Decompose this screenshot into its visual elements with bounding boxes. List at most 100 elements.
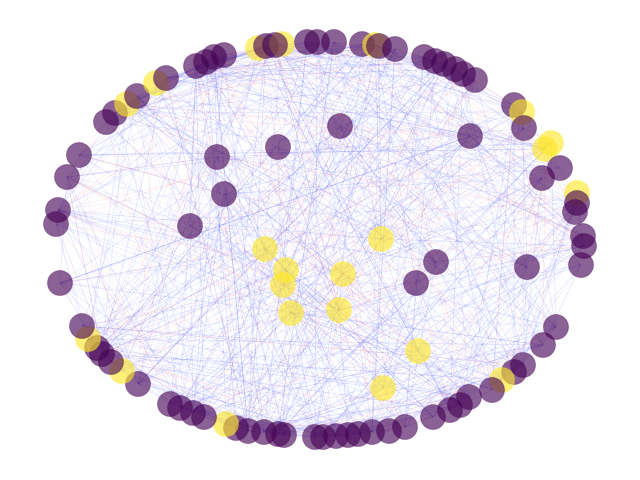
- graph-edge: [101, 148, 546, 355]
- graph-edge: [435, 142, 552, 263]
- graph-edge: [223, 167, 561, 195]
- graph-edge: [96, 111, 523, 349]
- graph-edge: [189, 65, 197, 227]
- graph-edge: [57, 209, 437, 263]
- graph-edge: [423, 56, 493, 391]
- graph-edge: [179, 47, 259, 409]
- graph-edge: [247, 248, 266, 432]
- graph-edge: [216, 156, 266, 250]
- graph-edge: [265, 45, 546, 150]
- graph-edge: [378, 45, 582, 266]
- graph-edge: [382, 282, 417, 389]
- graph-edge: [155, 82, 316, 438]
- graph-edge: [388, 56, 425, 432]
- graph-edge: [274, 44, 544, 346]
- graph-edge: [263, 177, 543, 433]
- graph-edge: [101, 47, 259, 355]
- graph-edge: [316, 41, 557, 328]
- graph-edge: [338, 264, 582, 311]
- graph-edge: [264, 248, 515, 373]
- graph-edge: [277, 104, 515, 148]
- graph-edge: [195, 65, 287, 271]
- graph-edge: [235, 202, 578, 429]
- graph-edge: [513, 202, 578, 373]
- graph-node-yellow: [538, 130, 564, 156]
- graph-edge: [114, 111, 523, 114]
- graph-edge: [316, 41, 584, 237]
- graph-edge: [59, 282, 359, 435]
- graph-edge: [277, 146, 340, 311]
- graph-edge: [66, 176, 103, 355]
- graph-edge: [59, 127, 525, 284]
- graph-edge: [55, 223, 316, 438]
- graph-edge: [342, 273, 557, 328]
- graph-node-purple: [462, 67, 488, 93]
- graph-edge: [96, 73, 464, 349]
- graph-edge: [415, 73, 464, 284]
- graph-edge: [121, 238, 382, 372]
- graph-edge: [137, 44, 376, 385]
- graph-edge: [277, 45, 380, 435]
- graph-edge: [192, 344, 544, 414]
- graph-edge: [338, 238, 382, 311]
- graph-edge: [274, 44, 384, 389]
- graph-edge: [126, 103, 382, 240]
- graph-edge: [322, 177, 543, 438]
- graph-edge: [155, 82, 324, 438]
- graph-node-purple: [211, 42, 237, 68]
- graph-edge: [277, 41, 335, 435]
- graph-edge: [394, 48, 461, 406]
- graph-edge: [435, 261, 493, 391]
- graph-edge: [189, 225, 382, 240]
- graph-edge: [216, 43, 363, 158]
- graph-edge: [404, 245, 585, 428]
- graph-node-purple: [69, 313, 95, 339]
- graph-edge: [165, 68, 456, 79]
- graph-edge: [78, 154, 103, 355]
- graph-edge: [235, 79, 476, 429]
- graph-edge: [264, 41, 335, 250]
- graph-edge: [87, 125, 341, 340]
- graph-node-purple: [529, 165, 555, 191]
- graph-edge: [55, 223, 515, 373]
- graph-edge: [101, 353, 373, 433]
- graph-edge: [121, 127, 525, 372]
- graph-edge: [423, 56, 503, 381]
- graph-edge: [179, 135, 471, 409]
- graph-edge: [87, 142, 552, 340]
- graph-edge: [339, 125, 584, 237]
- graph-edge: [192, 326, 557, 414]
- graph-edge: [165, 77, 249, 432]
- graph-edge: [263, 41, 308, 433]
- graph-edge: [96, 54, 225, 349]
- graph-edge: [137, 282, 417, 385]
- graph-edge: [165, 77, 584, 237]
- graph-edge: [281, 43, 528, 268]
- graph-edge: [66, 176, 171, 405]
- graph-edge: [179, 344, 544, 409]
- graph-edge: [282, 125, 341, 286]
- graph-edge: [189, 65, 197, 227]
- graph-edge: [306, 41, 503, 381]
- graph-edge: [105, 121, 265, 433]
- graph-node-purple: [153, 65, 179, 91]
- graph-edge: [281, 43, 437, 263]
- graph-edge: [322, 177, 543, 438]
- graph-edge: [263, 63, 445, 433]
- graph-edge: [96, 56, 425, 349]
- graph-edge: [137, 63, 445, 385]
- graph-edge: [247, 238, 382, 432]
- graph-edge: [110, 350, 419, 363]
- graph-node-yellow: [213, 411, 239, 437]
- graph-edge: [205, 61, 237, 429]
- graph-edge: [225, 45, 380, 425]
- graph-edge: [192, 54, 225, 414]
- graph-edge: [59, 282, 434, 418]
- graph-edge: [432, 245, 585, 418]
- graph-edge: [114, 45, 380, 114]
- graph-edge: [114, 79, 476, 114]
- graph-edge: [469, 135, 582, 266]
- graph-edge: [522, 266, 528, 366]
- graph-edge: [235, 261, 437, 429]
- graph-edge: [57, 209, 470, 398]
